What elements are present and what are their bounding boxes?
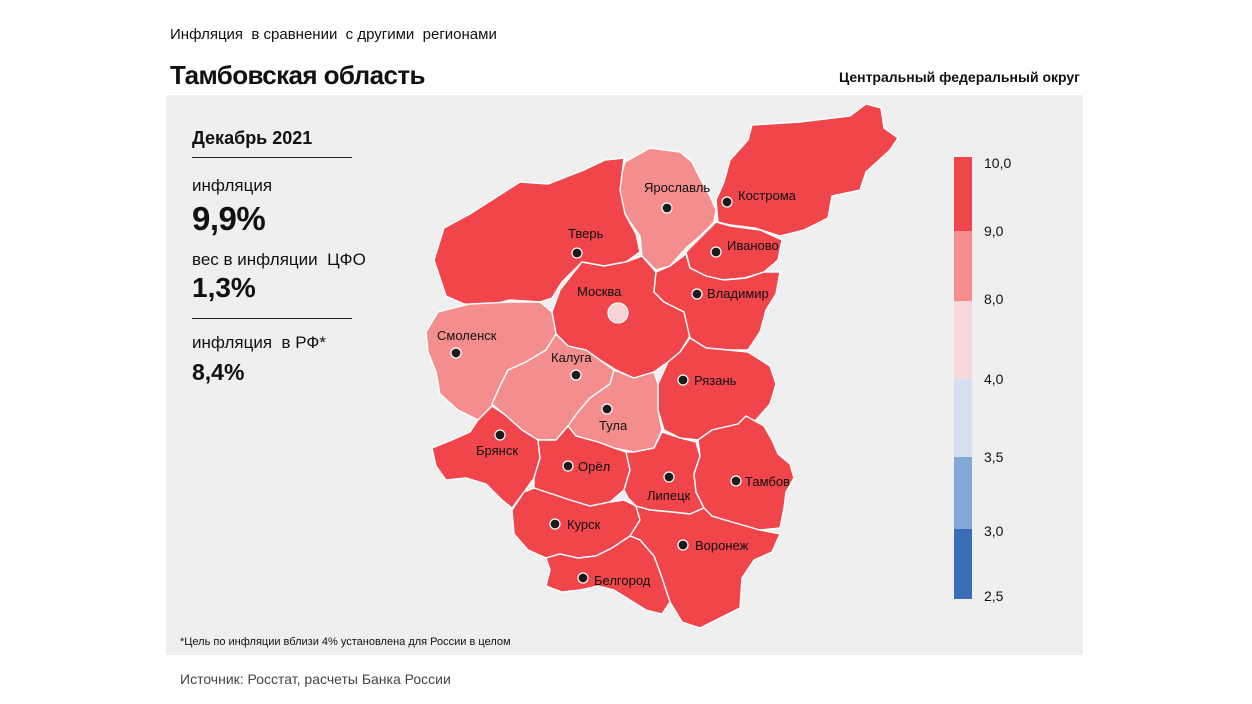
- city-marker-moscow: [607, 302, 629, 324]
- city-marker-ivanovo: [710, 246, 722, 258]
- legend-bin-3: [954, 301, 972, 379]
- city-marker-yaroslavl: [661, 202, 673, 214]
- city-label-lipetsk: Липецк: [647, 488, 691, 503]
- footnote: *Цель по инфляции вблизи 4% установлена …: [180, 636, 511, 648]
- inflation-value: 9,9%: [192, 200, 266, 237]
- city-label-yaroslavl: Ярославль: [644, 180, 710, 195]
- city-marker-bryansk: [494, 429, 506, 441]
- legend-tick-4: 4,0: [984, 371, 1004, 387]
- city-label-kaluga: Калуга: [551, 350, 592, 365]
- city-marker-orel: [562, 460, 574, 472]
- legend-tick-1: 10,0: [984, 155, 1011, 171]
- city-marker-belgorod: [577, 572, 589, 584]
- legend-bin-4: [954, 379, 972, 457]
- city-label-tver: Тверь: [568, 226, 604, 241]
- city-marker-tver: [571, 247, 583, 259]
- city-label-kostroma: Кострома: [738, 188, 797, 203]
- region-tula[interactable]: [567, 369, 663, 453]
- source-note: Источник: Росстат, расчеты Банка России: [180, 671, 451, 687]
- city-marker-tula: [601, 403, 613, 415]
- region-tambov[interactable]: [693, 415, 795, 531]
- subtitle: Инфляция в сравнении с другими регионами: [170, 26, 497, 43]
- legend-bin-2: [954, 231, 972, 301]
- city-marker-vladimir: [691, 288, 703, 300]
- weight-label: вес в инфляции ЦФО: [192, 250, 366, 269]
- region-tver[interactable]: [433, 157, 641, 307]
- city-label-tambov: Тамбов: [745, 474, 790, 489]
- city-marker-tambov: [730, 475, 742, 487]
- city-label-ryazan: Рязань: [694, 373, 737, 388]
- city-label-moscow: Москва: [577, 284, 622, 299]
- legend-bin-5: [954, 457, 972, 529]
- divider: [192, 318, 352, 319]
- legend-tick-6: 3,0: [984, 523, 1004, 539]
- period-label: Декабрь 2021: [192, 128, 352, 158]
- legend-tick-3: 8,0: [984, 291, 1004, 307]
- city-label-ivanovo: Иваново: [727, 238, 779, 253]
- city-label-bryansk: Брянск: [476, 443, 518, 458]
- district-label: Центральный федеральный округ: [838, 69, 1080, 85]
- city-marker-kostroma: [721, 196, 733, 208]
- city-label-voronezh: Воронеж: [695, 538, 749, 553]
- legend-bin-1: [954, 157, 972, 231]
- city-marker-lipetsk: [663, 471, 675, 483]
- legend-tick-2: 9,0: [984, 223, 1004, 239]
- page-title: Тамбовская область: [170, 60, 425, 90]
- inflation-label: инфляция: [192, 176, 273, 195]
- rf-inflation-label: инфляция в РФ*: [192, 333, 326, 352]
- region-bryansk[interactable]: [431, 405, 541, 509]
- region-vladimir[interactable]: [653, 252, 781, 351]
- city-label-orel: Орёл: [578, 459, 610, 474]
- city-label-tula: Тула: [599, 418, 628, 433]
- legend-tick-5: 3,5: [984, 449, 1004, 465]
- legend-tick-7: 2,5: [984, 588, 1004, 604]
- region-belgorod[interactable]: [545, 535, 671, 615]
- city-label-vladimir: Владимир: [707, 286, 769, 301]
- legend-bin-6: [954, 529, 972, 599]
- city-marker-kursk: [549, 518, 561, 530]
- rf-inflation-value: 8,4%: [192, 359, 245, 385]
- city-marker-smolensk: [450, 347, 462, 359]
- info-panel: Декабрь 2021 инфляция 9,9% вес в инфляци…: [192, 128, 366, 386]
- city-label-belgorod: Белгород: [594, 573, 651, 588]
- weight-value: 1,3%: [192, 272, 256, 303]
- city-marker-kaluga: [570, 369, 582, 381]
- city-marker-voronezh: [677, 539, 689, 551]
- city-label-kursk: Курск: [567, 517, 601, 532]
- region-map: Ярославль Кострома Тверь Иваново Москва …: [425, 103, 1011, 629]
- city-marker-ryazan: [677, 374, 689, 386]
- city-label-smolensk: Смоленск: [437, 328, 497, 343]
- region-kostroma[interactable]: [715, 103, 899, 237]
